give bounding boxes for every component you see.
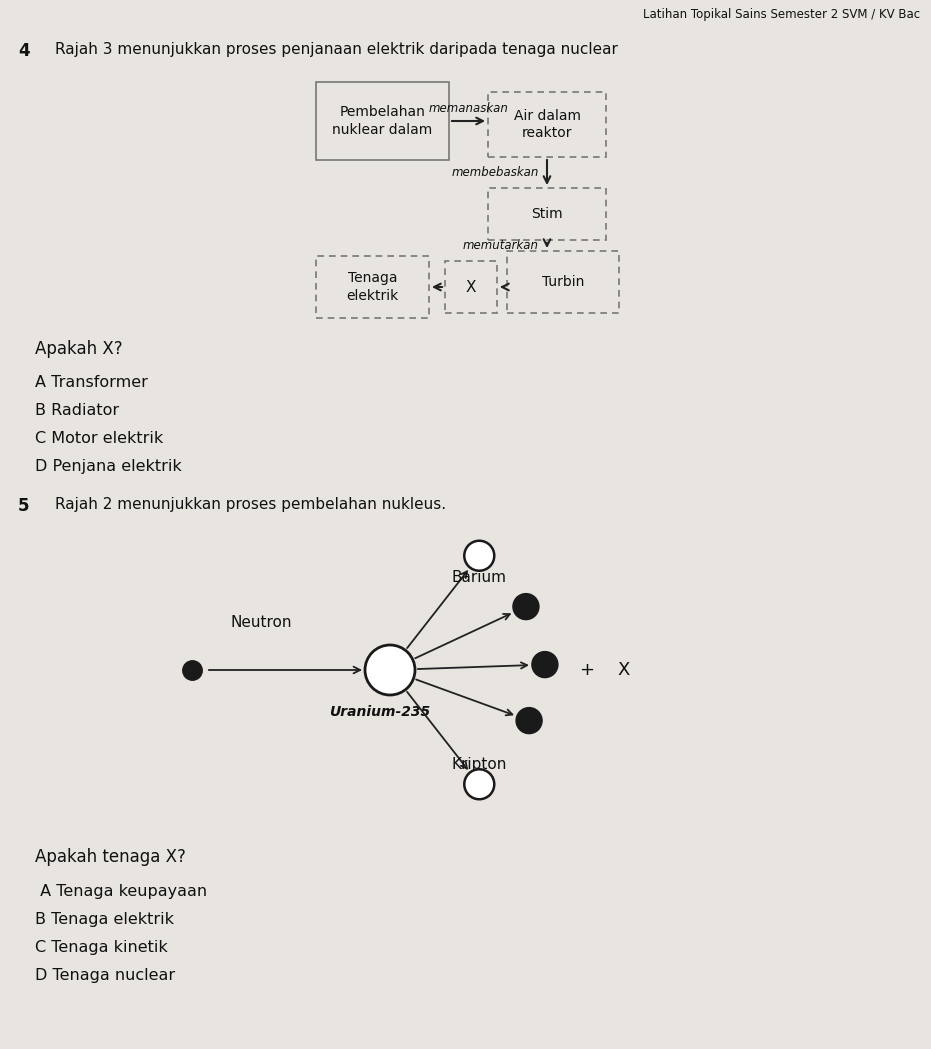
Text: A Tenaga keupayaan: A Tenaga keupayaan — [35, 884, 207, 899]
Text: Air dalam
reaktor: Air dalam reaktor — [514, 109, 581, 141]
Text: memutarkan: memutarkan — [463, 239, 539, 252]
Circle shape — [365, 645, 415, 695]
Text: Pembelahan
nuklear dalam: Pembelahan nuklear dalam — [332, 105, 433, 136]
Text: A Transformer: A Transformer — [35, 374, 148, 390]
Text: 4: 4 — [18, 42, 30, 60]
Text: X: X — [466, 279, 477, 295]
Text: Rajah 3 menunjukkan proses penjanaan elektrik daripada tenaga nuclear: Rajah 3 menunjukkan proses penjanaan ele… — [55, 42, 618, 57]
Text: Kripton: Kripton — [452, 756, 507, 772]
Text: B Radiator: B Radiator — [35, 403, 119, 418]
Text: B Tenaga elektrik: B Tenaga elektrik — [35, 912, 174, 927]
Text: Rajah 2 menunjukkan proses pembelahan nukleus.: Rajah 2 menunjukkan proses pembelahan nu… — [55, 497, 446, 512]
Text: Apakah X?: Apakah X? — [35, 340, 123, 358]
Text: C Motor elektrik: C Motor elektrik — [35, 431, 163, 446]
Text: C Tenaga kinetik: C Tenaga kinetik — [35, 940, 168, 955]
Text: memanaskan: memanaskan — [428, 103, 508, 115]
Text: 5: 5 — [18, 497, 30, 515]
Text: Neutron: Neutron — [230, 615, 291, 630]
Text: Barium: Barium — [452, 571, 506, 585]
Text: Apakah tenaga X?: Apakah tenaga X? — [35, 848, 186, 866]
Circle shape — [465, 540, 494, 571]
Circle shape — [513, 594, 539, 620]
Text: membebaskan: membebaskan — [452, 166, 539, 179]
Circle shape — [465, 769, 494, 799]
Text: Tenaga
elektrik: Tenaga elektrik — [346, 272, 398, 303]
Text: Latihan Topikal Sains Semester 2 SVM / KV Bac: Latihan Topikal Sains Semester 2 SVM / K… — [643, 8, 920, 21]
Circle shape — [532, 651, 558, 678]
Text: D Penjana elektrik: D Penjana elektrik — [35, 459, 182, 474]
Text: D Tenaga nuclear: D Tenaga nuclear — [35, 968, 175, 983]
Text: +    X: + X — [580, 661, 630, 679]
Text: Stim: Stim — [532, 207, 563, 221]
Text: Turbin: Turbin — [542, 275, 584, 290]
Text: Uranium-235: Uranium-235 — [330, 705, 430, 719]
Circle shape — [516, 708, 542, 733]
